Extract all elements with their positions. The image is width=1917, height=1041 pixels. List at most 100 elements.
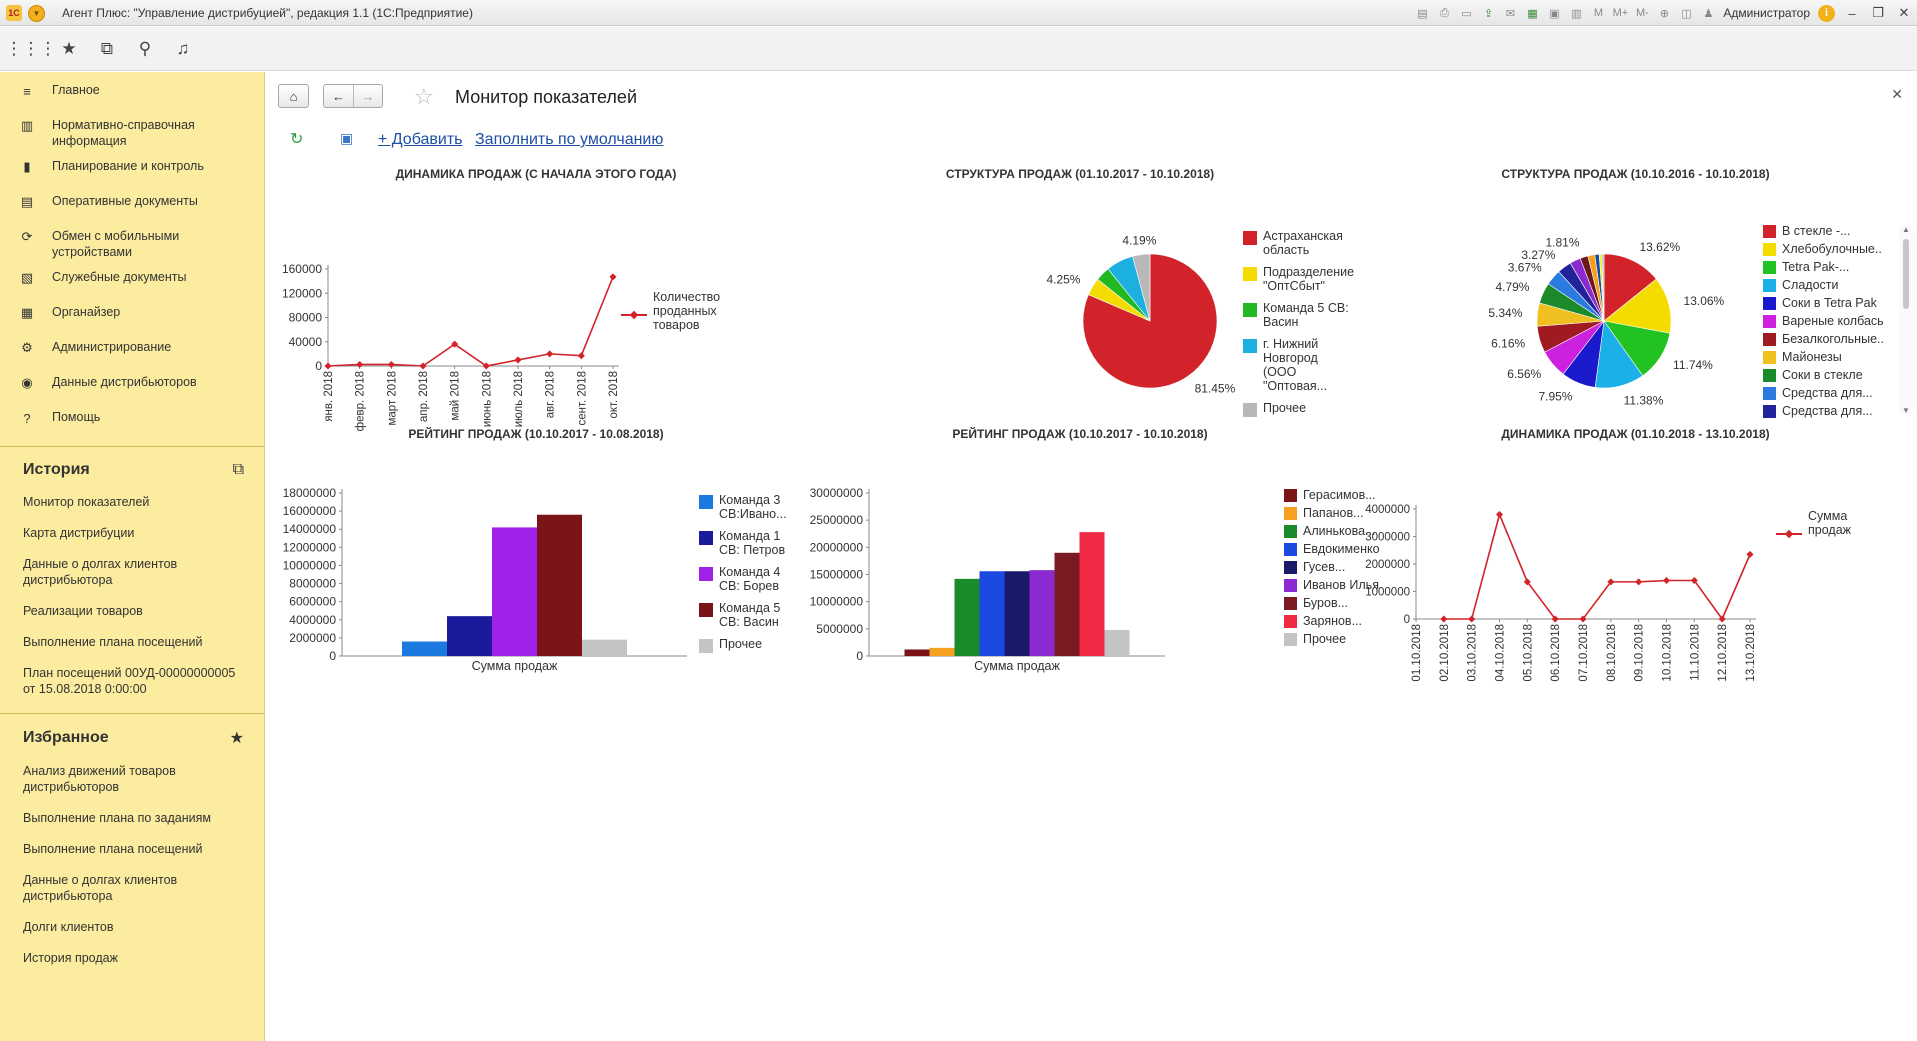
legend-label: Соки в Tetra Pak [1782, 296, 1877, 310]
sidebar-section-item[interactable]: ⟳ Обмен с мобильными устройствами [0, 224, 264, 265]
x-tick-label: февр. 2018 [355, 371, 367, 431]
series-line [327, 276, 614, 367]
favorites-star-icon[interactable]: ★ [229, 730, 244, 747]
favorite-star-icon[interactable]: ☆ [414, 84, 434, 109]
print-icon[interactable]: ⎙ [1440, 6, 1449, 19]
user-name[interactable]: Администратор [1723, 6, 1810, 20]
sidebar-section-item[interactable]: ⚙ Администрирование [0, 335, 264, 370]
forward-arrow-icon[interactable]: → [353, 85, 382, 107]
back-arrow-icon[interactable]: ← [332, 88, 345, 104]
favorite-link[interactable]: Анализ движений товаров дистрибьюторов [23, 764, 176, 794]
history-link[interactable]: Реализации товаров [23, 604, 143, 618]
sidebar-section-item[interactable]: ▤ Оперативные документы [0, 189, 264, 224]
legend-label: Астраханская область [1263, 229, 1343, 257]
x-tick-label: май 2018 [450, 371, 462, 421]
favorite-link[interactable]: История продаж [23, 951, 118, 965]
legend-swatch [1763, 351, 1776, 364]
sidebar-section-item[interactable]: ? Помощь [0, 405, 264, 440]
legend-swatch [1284, 597, 1297, 610]
main-menu-button[interactable]: ▾ [28, 5, 45, 22]
y-tick-label: 80000 [289, 311, 323, 325]
search-icon[interactable]: ⚲ [138, 38, 152, 58]
legend-swatch [1763, 369, 1776, 382]
bar-chart-icon: ▮ [23, 159, 31, 174]
favorites-list: Анализ движений товаров дистрибьюторов Вы… [0, 758, 264, 976]
legend-swatch [699, 531, 713, 545]
question-icon: ? [23, 410, 31, 426]
x-tick-label: сент. 2018 [576, 371, 588, 425]
add-link[interactable]: + Добавить [378, 131, 463, 148]
legend-swatch [1284, 615, 1297, 628]
bar [447, 616, 492, 656]
close-icon[interactable]: ✕ [1891, 86, 1903, 102]
legend-label: Вареные колбасы [1782, 314, 1883, 328]
sidebar-section-label: Администрирование [52, 340, 172, 354]
data-point [356, 360, 364, 369]
favorite-link[interactable]: Данные о долгах клиентов дистрибьютора [23, 873, 178, 903]
chart-legend: Количество проданных товаров [621, 290, 720, 340]
data-point [609, 273, 617, 281]
home-button[interactable]: ⌂ [278, 84, 309, 108]
y-tick-label: 30000000 [810, 486, 864, 500]
sidebar-section-item[interactable]: ▦ Органайзер [0, 300, 264, 335]
history-icon[interactable]: ⧉ [100, 38, 114, 58]
m-plus-label[interactable]: M+ [1612, 7, 1629, 19]
legend-swatch [1243, 231, 1257, 245]
settings-icon[interactable]: ▣ [340, 130, 354, 146]
zoom-icon[interactable]: ⊕ [1659, 7, 1670, 20]
minimize-button[interactable]: – [1848, 5, 1856, 21]
favorite-link[interactable]: Долги клиентов [23, 920, 114, 934]
sidebar-section-label: Служебные документы [52, 270, 187, 284]
legend-label: Соки в стекле [1782, 368, 1863, 382]
content-area: ⌂ ← → ☆ Монитор показателей ✕ ↻ ▣ + Доба… [266, 72, 1917, 1041]
history-link[interactable]: План посещений 00УД-00000000005 от 15.08… [23, 666, 236, 696]
history-link[interactable]: Выполнение плана посещений [23, 635, 203, 649]
reference-icon: ▥ [20, 118, 34, 133]
history-link[interactable]: Карта дистрибуции [23, 526, 135, 540]
panel-icon[interactable]: ◫ [1681, 7, 1692, 20]
legend-item: Сумма продаж [1776, 509, 1851, 541]
sidebar-section-item[interactable]: ▧ Служебные документы [0, 265, 264, 300]
scroll-up-icon[interactable]: ▲ [1902, 225, 1910, 234]
favorite-link[interactable]: Выполнение плана по заданиям [23, 811, 211, 825]
bell-icon[interactable]: ♫ [176, 38, 190, 58]
calendar-icon[interactable]: ▣ [1549, 7, 1560, 20]
scroll-down-icon[interactable]: ▼ [1902, 406, 1910, 415]
maximize-button[interactable]: ❐ [1872, 5, 1884, 20]
table-icon[interactable]: ▦ [1527, 7, 1538, 20]
history-link[interactable]: Монитор показателей [23, 495, 150, 509]
history-icon[interactable]: ⧉ [232, 461, 244, 478]
info-icon[interactable]: i [1818, 4, 1835, 22]
legend-item: Иванов Илья [1284, 578, 1384, 592]
favorite-link[interactable]: Выполнение плана посещений [23, 842, 203, 856]
sidebar-section-item[interactable]: ▮ Планирование и контроль [0, 154, 264, 189]
legend-label: Сладости [1782, 278, 1839, 292]
fill-default-link[interactable]: Заполнить по умолчанию [475, 131, 664, 148]
m-label[interactable]: M [1593, 7, 1603, 19]
favorites-star-icon[interactable]: ★ [61, 38, 77, 58]
preview-icon[interactable]: ▭ [1461, 7, 1472, 20]
upload-icon[interactable]: ⇪ [1483, 7, 1494, 20]
close-window-button[interactable]: ✕ [1898, 5, 1910, 20]
scroll-thumb[interactable] [1903, 239, 1909, 309]
bar [402, 641, 447, 656]
data-point [577, 352, 585, 360]
mail-icon[interactable]: ✉ [1505, 7, 1516, 20]
legend-swatch [699, 639, 713, 653]
legend-scrollbar[interactable]: ▲ ▼ [1899, 225, 1913, 415]
sidebar-section-item[interactable]: ◉ Данные дистрибьюторов [0, 370, 264, 405]
m-minus-label[interactable]: M- [1636, 7, 1649, 19]
sidebar-section-item[interactable]: ≡ Главное [0, 78, 264, 113]
pie-label: 3.27% [1521, 248, 1555, 262]
calc-icon[interactable]: ▥ [1571, 7, 1582, 20]
sidebar-section-item[interactable]: ▥ Нормативно-справочная информация [0, 113, 264, 154]
chart-legend: Сумма продаж [1776, 509, 1851, 549]
grid-menu-icon[interactable]: ⋮⋮⋮ [5, 38, 57, 58]
save-icon[interactable]: ▤ [1417, 7, 1428, 20]
sidebar-section-label: Оперативные документы [52, 194, 198, 208]
refresh-icon[interactable]: ↻ [290, 131, 304, 148]
home-icon[interactable]: ⌂ [289, 88, 298, 104]
history-link[interactable]: Данные о долгах клиентов дистрибьютора [23, 557, 178, 587]
legend-label: Зарянов... [1303, 614, 1362, 628]
chart-legend: Астраханская область Подразделение "ОптСб… [1243, 229, 1354, 425]
